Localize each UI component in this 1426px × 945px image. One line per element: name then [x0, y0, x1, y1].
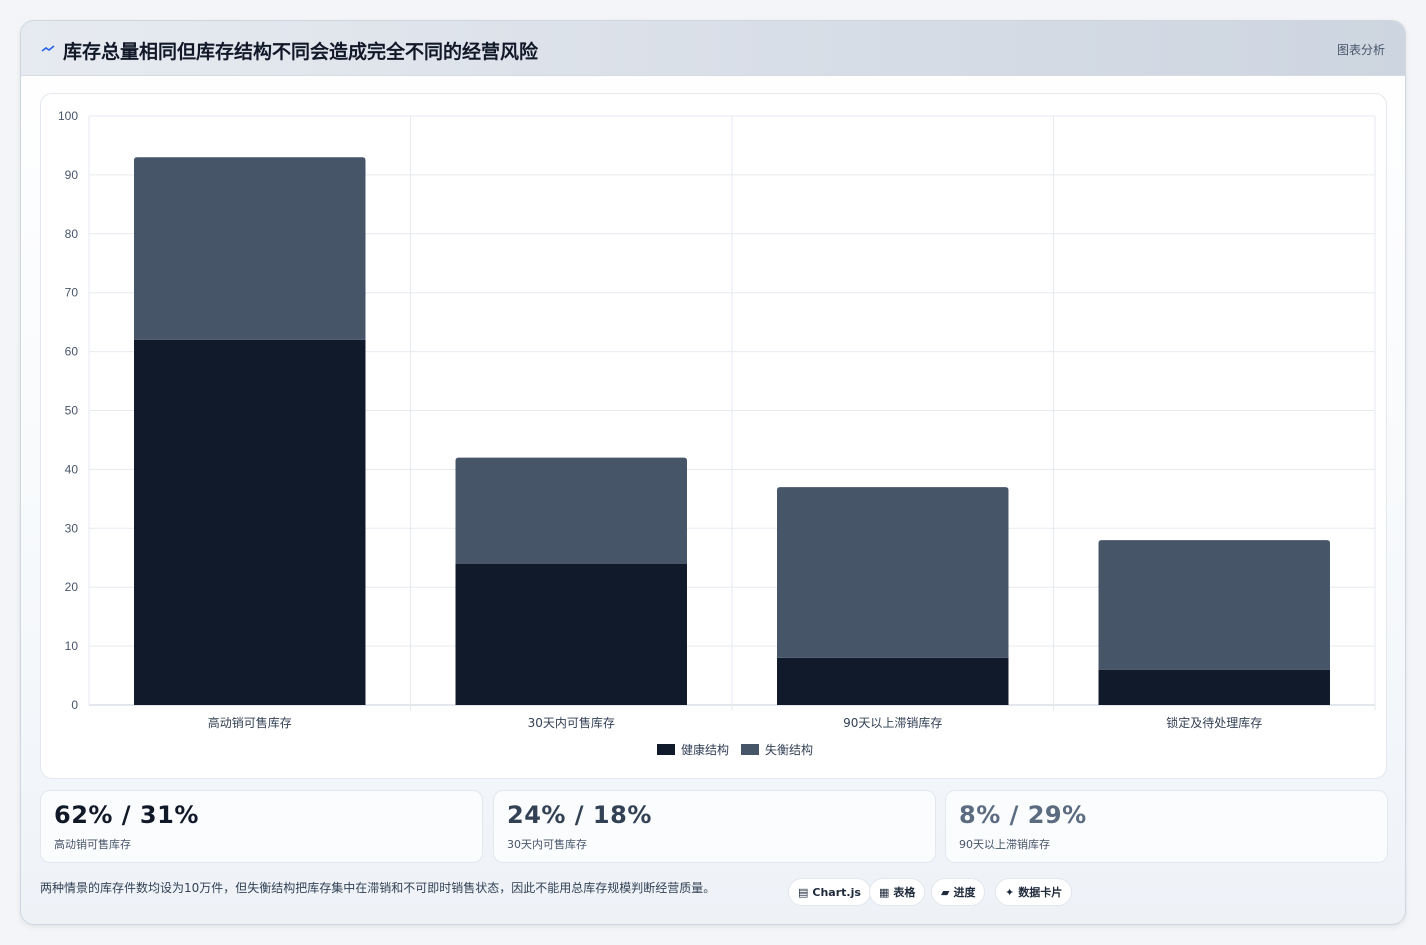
y-tick-label: 80: [65, 227, 79, 241]
stat-value: 62% / 31%: [54, 801, 199, 829]
progress-icon: ▰: [941, 885, 950, 899]
y-tick-label: 40: [65, 462, 79, 476]
x-tick-label: 高动销可售库存: [208, 715, 292, 730]
stat-card-2: 24% / 18% 30天内可售库存: [493, 790, 936, 863]
bar-healthy: [134, 339, 366, 705]
bar-imbalanced: [134, 157, 366, 340]
stat-label: 90天以上滞销库存: [959, 838, 1050, 851]
y-tick-label: 10: [65, 639, 79, 653]
y-tick-label: 60: [65, 345, 79, 359]
stat-card-1: 62% / 31% 高动销可售库存: [40, 790, 483, 863]
bar-healthy: [455, 563, 687, 705]
tag-label: 表格: [893, 886, 916, 899]
y-tick-label: 0: [71, 698, 78, 712]
bar-healthy: [1098, 669, 1330, 705]
chart-analysis-button[interactable]: 图表分析: [1336, 43, 1385, 57]
card-header: 库存总量相同但库存结构不同会造成完全不同的经营风险 图表分析: [21, 21, 1405, 76]
x-tick-label: 锁定及待处理库存: [1166, 715, 1262, 730]
y-tick-label: 30: [65, 521, 79, 535]
legend-swatch: [657, 744, 675, 755]
tag-label: 数据卡片: [1018, 886, 1063, 899]
legend-label: 健康结构: [681, 742, 729, 757]
stat-card-3: 8% / 29% 90天以上滞销库存: [945, 790, 1388, 863]
trend-icon: [41, 45, 55, 52]
chart-card: 库存总量相同但库存结构不同会造成完全不同的经营风险 图表分析 0 10 20 30 40…: [20, 20, 1406, 925]
legend-swatch: [741, 744, 759, 755]
y-tick-label: 70: [65, 286, 79, 300]
y-tick-label: 100: [58, 109, 78, 123]
footer-note: 两种情景的库存件数均设为10万件，但失衡结构把库存集中在滞销和不可即时销售状态，…: [40, 881, 716, 895]
stat-label: 30天内可售库存: [507, 838, 587, 851]
y-tick-label: 90: [65, 168, 79, 182]
y-tick-label: 50: [65, 404, 79, 418]
tag-label: Chart.js: [812, 885, 861, 899]
stat-value: 24% / 18%: [507, 801, 652, 829]
legend-label: 失衡结构: [765, 742, 813, 757]
bar-imbalanced: [455, 457, 687, 564]
tag-progress[interactable]: ▰ 进度: [931, 878, 986, 906]
stat-value: 8% / 29%: [959, 801, 1087, 829]
page-title: 库存总量相同但库存结构不同会造成完全不同的经营风险: [63, 41, 539, 63]
x-tick-label: 30天内可售库存: [528, 715, 615, 730]
bar-imbalanced: [1098, 540, 1330, 670]
y-tick-label: 20: [65, 580, 79, 594]
tag-chartjs[interactable]: ▤ Chart.js: [788, 878, 871, 906]
chart-panel: 0 10 20 30 40 50 60 70 80 90 100 高动销可售库存 30天内可售库存 90天…: [40, 93, 1387, 779]
chart-icon: ▤: [798, 885, 809, 899]
stacked-bar-chart: 0 10 20 30 40 50 60 70 80 90 100 高动销可售库存 30天内可售库存 90天…: [58, 109, 1376, 757]
bar-imbalanced: [777, 487, 1009, 658]
tag-table[interactable]: ▦ 表格: [869, 878, 926, 906]
table-icon: ▦: [879, 885, 890, 899]
stat-label: 高动销可售库存: [54, 838, 131, 851]
sparkle-icon: ✦: [1005, 885, 1015, 899]
tag-data-card[interactable]: ✦ 数据卡片: [995, 878, 1073, 906]
x-tick-label: 90天以上滞销库存: [843, 715, 942, 730]
bar-healthy: [777, 657, 1009, 705]
tag-label: 进度: [953, 886, 976, 899]
